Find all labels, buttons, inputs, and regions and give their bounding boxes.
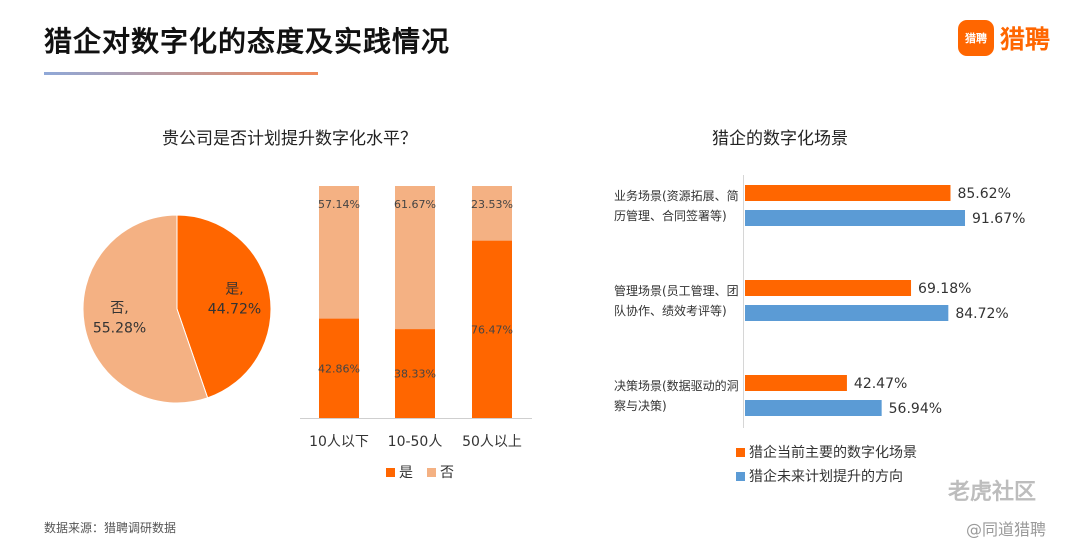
logo-mark-icon: 猎聘 <box>958 20 994 56</box>
logo-text: 猎聘 <box>1000 25 1051 54</box>
legend-swatch-future <box>736 471 745 481</box>
stacked-bar-2-0 <box>472 240 512 418</box>
pie-slice-0 <box>176 214 272 399</box>
stacked-bar-1-0 <box>395 329 435 418</box>
stacked-bar-value-0-1: 57.14% <box>318 198 360 211</box>
data-source-note: 数据来源：猎聘调研数据 <box>44 521 177 535</box>
watermark-subtext: @同道猎聘 <box>966 520 1047 539</box>
hbar-2-0 <box>745 375 847 391</box>
stacked-bar-value-2-0: 76.47% <box>471 323 513 336</box>
hbar-value-1-0: 69.18% <box>918 281 971 297</box>
stacked-bar-category-2: 50人以上 <box>462 434 522 450</box>
hbar-value-2-0: 42.47% <box>854 376 907 392</box>
hbar-value-2-1: 56.94% <box>889 401 942 417</box>
hbar-0-1 <box>745 210 966 226</box>
stacked-bar-value-0-0: 42.86% <box>318 362 360 375</box>
stacked-bar-0-1 <box>319 186 359 319</box>
watermark-text: 老虎社区 <box>948 480 1037 505</box>
hbar-2-1 <box>745 400 882 416</box>
liepin-logo: 猎聘 猎聘 <box>958 18 1050 58</box>
stacked-bar-legend: 是 否 <box>386 462 454 482</box>
stacked-bar-2-1 <box>472 186 512 241</box>
hbar-value-0-0: 85.62% <box>957 186 1010 202</box>
stacked-bar-value-1-1: 61.67% <box>394 198 436 211</box>
pie-label-1: 否, <box>110 301 128 317</box>
hbar-legend-current: 猎企当前主要的数字化场景 <box>736 442 917 462</box>
hbar-legend-future: 猎企未来计划提升的方向 <box>736 466 903 486</box>
hbar-1-1 <box>745 305 949 321</box>
title-underline <box>44 72 318 75</box>
legend-swatch-no <box>427 467 436 477</box>
pie-value-1: 55.28% <box>93 321 146 337</box>
hbar-value-1-1: 84.72% <box>955 306 1008 322</box>
hbar-category-1-line-1: 队协作、绩效考评等) <box>614 303 727 318</box>
hbar-0-0 <box>745 185 951 201</box>
hbar-category-2-line-0: 决策场景(数据驱动的洞 <box>614 378 739 393</box>
legend-label-no: 否 <box>440 465 454 481</box>
hbar-category-1-line-0: 管理场景(员工管理、团 <box>614 283 739 298</box>
legend-label-future: 猎企未来计划提升的方向 <box>749 469 903 485</box>
stacked-bar-value-1-0: 38.33% <box>394 368 436 381</box>
pie-value-0: 44.72% <box>208 301 261 317</box>
stacked-bar-category-1: 10-50人 <box>388 434 443 450</box>
hbar-1-0 <box>745 280 912 296</box>
hbar-chart-title: 猎企的数字化场景 <box>712 129 848 149</box>
stacked-bar-1-1 <box>395 186 435 330</box>
stacked-bar-0-0 <box>319 318 359 418</box>
legend-label-yes: 是 <box>399 465 413 481</box>
pie-chart-title: 贵公司是否计划提升数字化水平？ <box>162 129 417 149</box>
stacked-bar-category-0: 10人以下 <box>309 434 369 450</box>
hbar-value-0-1: 91.67% <box>972 211 1025 227</box>
legend-swatch-current <box>736 447 745 457</box>
stacked-bar-value-2-1: 23.53% <box>471 198 513 211</box>
hbar-category-2-line-1: 察与决策) <box>614 399 667 413</box>
legend-label-current: 猎企当前主要的数字化场景 <box>749 445 917 461</box>
hbar-category-0-line-0: 业务场景(资源拓展、简 <box>614 188 739 203</box>
legend-swatch-yes <box>386 467 395 477</box>
hbar-category-0-line-1: 历管理、合同签署等) <box>614 208 727 223</box>
pie-slice-1 <box>82 214 209 404</box>
pie-label-0: 是, <box>225 281 243 297</box>
page-title: 猎企对数字化的态度及实践情况 <box>44 25 451 58</box>
